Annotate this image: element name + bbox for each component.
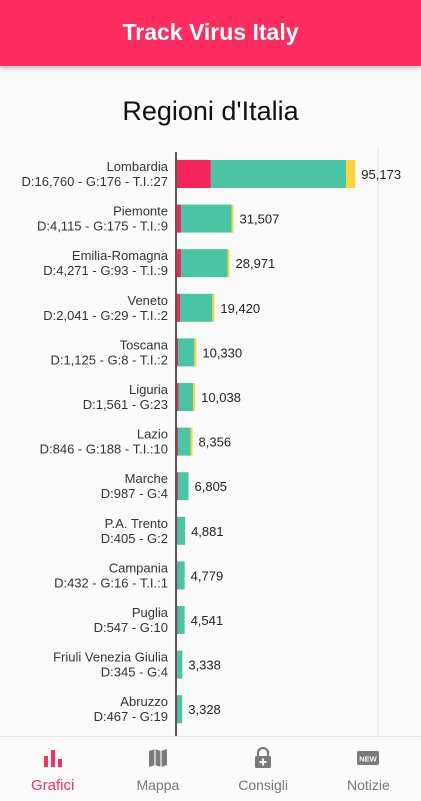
bar-segment-recovered[interactable] (180, 294, 212, 322)
region-stats-label: D:987 - G:4 (101, 486, 168, 501)
region-stats-label: D:16,760 - G:176 - T.I.:27 (22, 174, 168, 189)
bar-segment-deceased[interactable] (177, 249, 181, 277)
region-stats-label: D:432 - G:16 - T.I.:1 (54, 575, 168, 590)
region-name-label: Abruzzo (120, 694, 168, 709)
region-name-label: Lazio (137, 427, 168, 442)
bar-segment-intensive-care[interactable] (193, 383, 195, 411)
lock-plus-icon (252, 747, 274, 769)
region-name-label: Veneto (128, 293, 169, 308)
region-stats-label: D:405 - G:2 (101, 531, 168, 546)
bar-segment-recovered[interactable] (181, 205, 232, 233)
region-name-label: Friuli Venezia Giulia (53, 650, 169, 665)
region-stats-label: D:2,041 - G:29 - T.I.:2 (43, 308, 168, 323)
bar-segment-recovered[interactable] (178, 472, 189, 500)
total-value-label: 4,881 (191, 524, 224, 539)
total-value-label: 19,420 (220, 301, 260, 316)
region-stats-label: D:345 - G:4 (101, 665, 168, 680)
bar-segment-recovered[interactable] (211, 160, 346, 188)
bar-segment-intensive-care[interactable] (212, 294, 214, 322)
app-title: Track Virus Italy (0, 19, 421, 46)
region-stats-label: D:1,125 - G:8 - T.I.:2 (50, 352, 168, 367)
nav-item-notizie[interactable]: NEW Notizie (316, 737, 421, 801)
bar-segment-deceased[interactable] (177, 428, 178, 456)
total-value-label: 31,507 (240, 212, 280, 227)
region-name-label: Lombardia (107, 159, 169, 174)
bar-segment-deceased[interactable] (177, 294, 180, 322)
bottom-navigation: Grafici Mappa Consigli NEW Notizie (0, 736, 421, 800)
bar-segment-intensive-care[interactable] (228, 249, 230, 277)
bar-segment-deceased[interactable] (177, 160, 211, 188)
bar-segment-recovered[interactable] (177, 695, 182, 723)
bar-segment-recovered[interactable] (181, 249, 227, 277)
bar-segment-deceased[interactable] (177, 338, 178, 366)
region-name-label: P.A. Trento (105, 516, 168, 531)
bar-segment-deceased[interactable] (177, 383, 179, 411)
app-bar: Track Virus Italy (0, 0, 421, 66)
region-stats-label: D:547 - G:10 (94, 620, 168, 635)
bar-segment-intensive-care[interactable] (191, 428, 193, 456)
bar-segment-intensive-care[interactable] (232, 205, 234, 233)
bar-segment-deceased[interactable] (177, 472, 178, 500)
nav-label-grafici: Grafici (0, 777, 105, 794)
bar-segment-intensive-care[interactable] (346, 160, 355, 188)
bar-segment-recovered[interactable] (178, 338, 194, 366)
region-name-label: Piemonte (113, 204, 168, 219)
region-stats-label: D:846 - G:188 - T.I.:10 (40, 442, 168, 457)
region-name-label: Campania (109, 560, 169, 575)
region-name-label: Puglia (132, 605, 169, 620)
bar-segment-intensive-care[interactable] (194, 338, 196, 366)
total-value-label: 3,328 (188, 702, 221, 717)
bar-chart-icon (42, 747, 64, 769)
nav-item-consigli[interactable]: Consigli (211, 737, 316, 801)
region-name-label: Toscana (120, 337, 169, 352)
total-value-label: 4,541 (191, 613, 224, 628)
map-icon (147, 747, 169, 769)
nav-item-mappa[interactable]: Mappa (105, 737, 210, 801)
total-value-label: 6,805 (195, 479, 228, 494)
nav-label-notizie: Notizie (316, 777, 421, 793)
total-value-label: 10,038 (201, 390, 241, 405)
region-name-label: Emilia-Romagna (72, 248, 169, 263)
bar-segment-recovered[interactable] (177, 651, 182, 679)
bar-segment-recovered[interactable] (178, 606, 185, 634)
region-name-label: Liguria (129, 382, 169, 397)
bar-segment-recovered[interactable] (177, 561, 184, 589)
total-value-label: 95,173 (361, 167, 401, 182)
bar-segment-deceased[interactable] (177, 606, 178, 634)
nav-label-consigli: Consigli (211, 777, 316, 793)
region-stats-label: D:4,115 - G:175 - T.I.:9 (37, 219, 168, 234)
total-value-label: 8,356 (199, 435, 232, 450)
region-name-label: Marche (125, 471, 168, 486)
total-value-label: 4,779 (191, 568, 224, 583)
total-value-label: 28,971 (236, 256, 276, 271)
bar-segment-deceased[interactable] (177, 205, 181, 233)
region-stats-label: D:467 - G:19 (94, 709, 168, 724)
page-title: Regioni d'Italia (0, 96, 421, 127)
total-value-label: 10,330 (202, 345, 242, 360)
region-stats-label: D:1,561 - G:23 (83, 397, 168, 412)
bar-segment-recovered[interactable] (179, 383, 194, 411)
nav-item-grafici[interactable]: Grafici (0, 737, 105, 801)
total-value-label: 3,338 (188, 658, 221, 673)
svg-text:NEW: NEW (360, 755, 378, 764)
bar-segment-recovered[interactable] (178, 428, 191, 456)
bar-segment-recovered[interactable] (177, 517, 185, 545)
nav-label-mappa: Mappa (105, 777, 210, 793)
new-badge-icon: NEW (357, 747, 379, 769)
region-stats-label: D:4,271 - G:93 - T.I.:9 (43, 263, 168, 278)
